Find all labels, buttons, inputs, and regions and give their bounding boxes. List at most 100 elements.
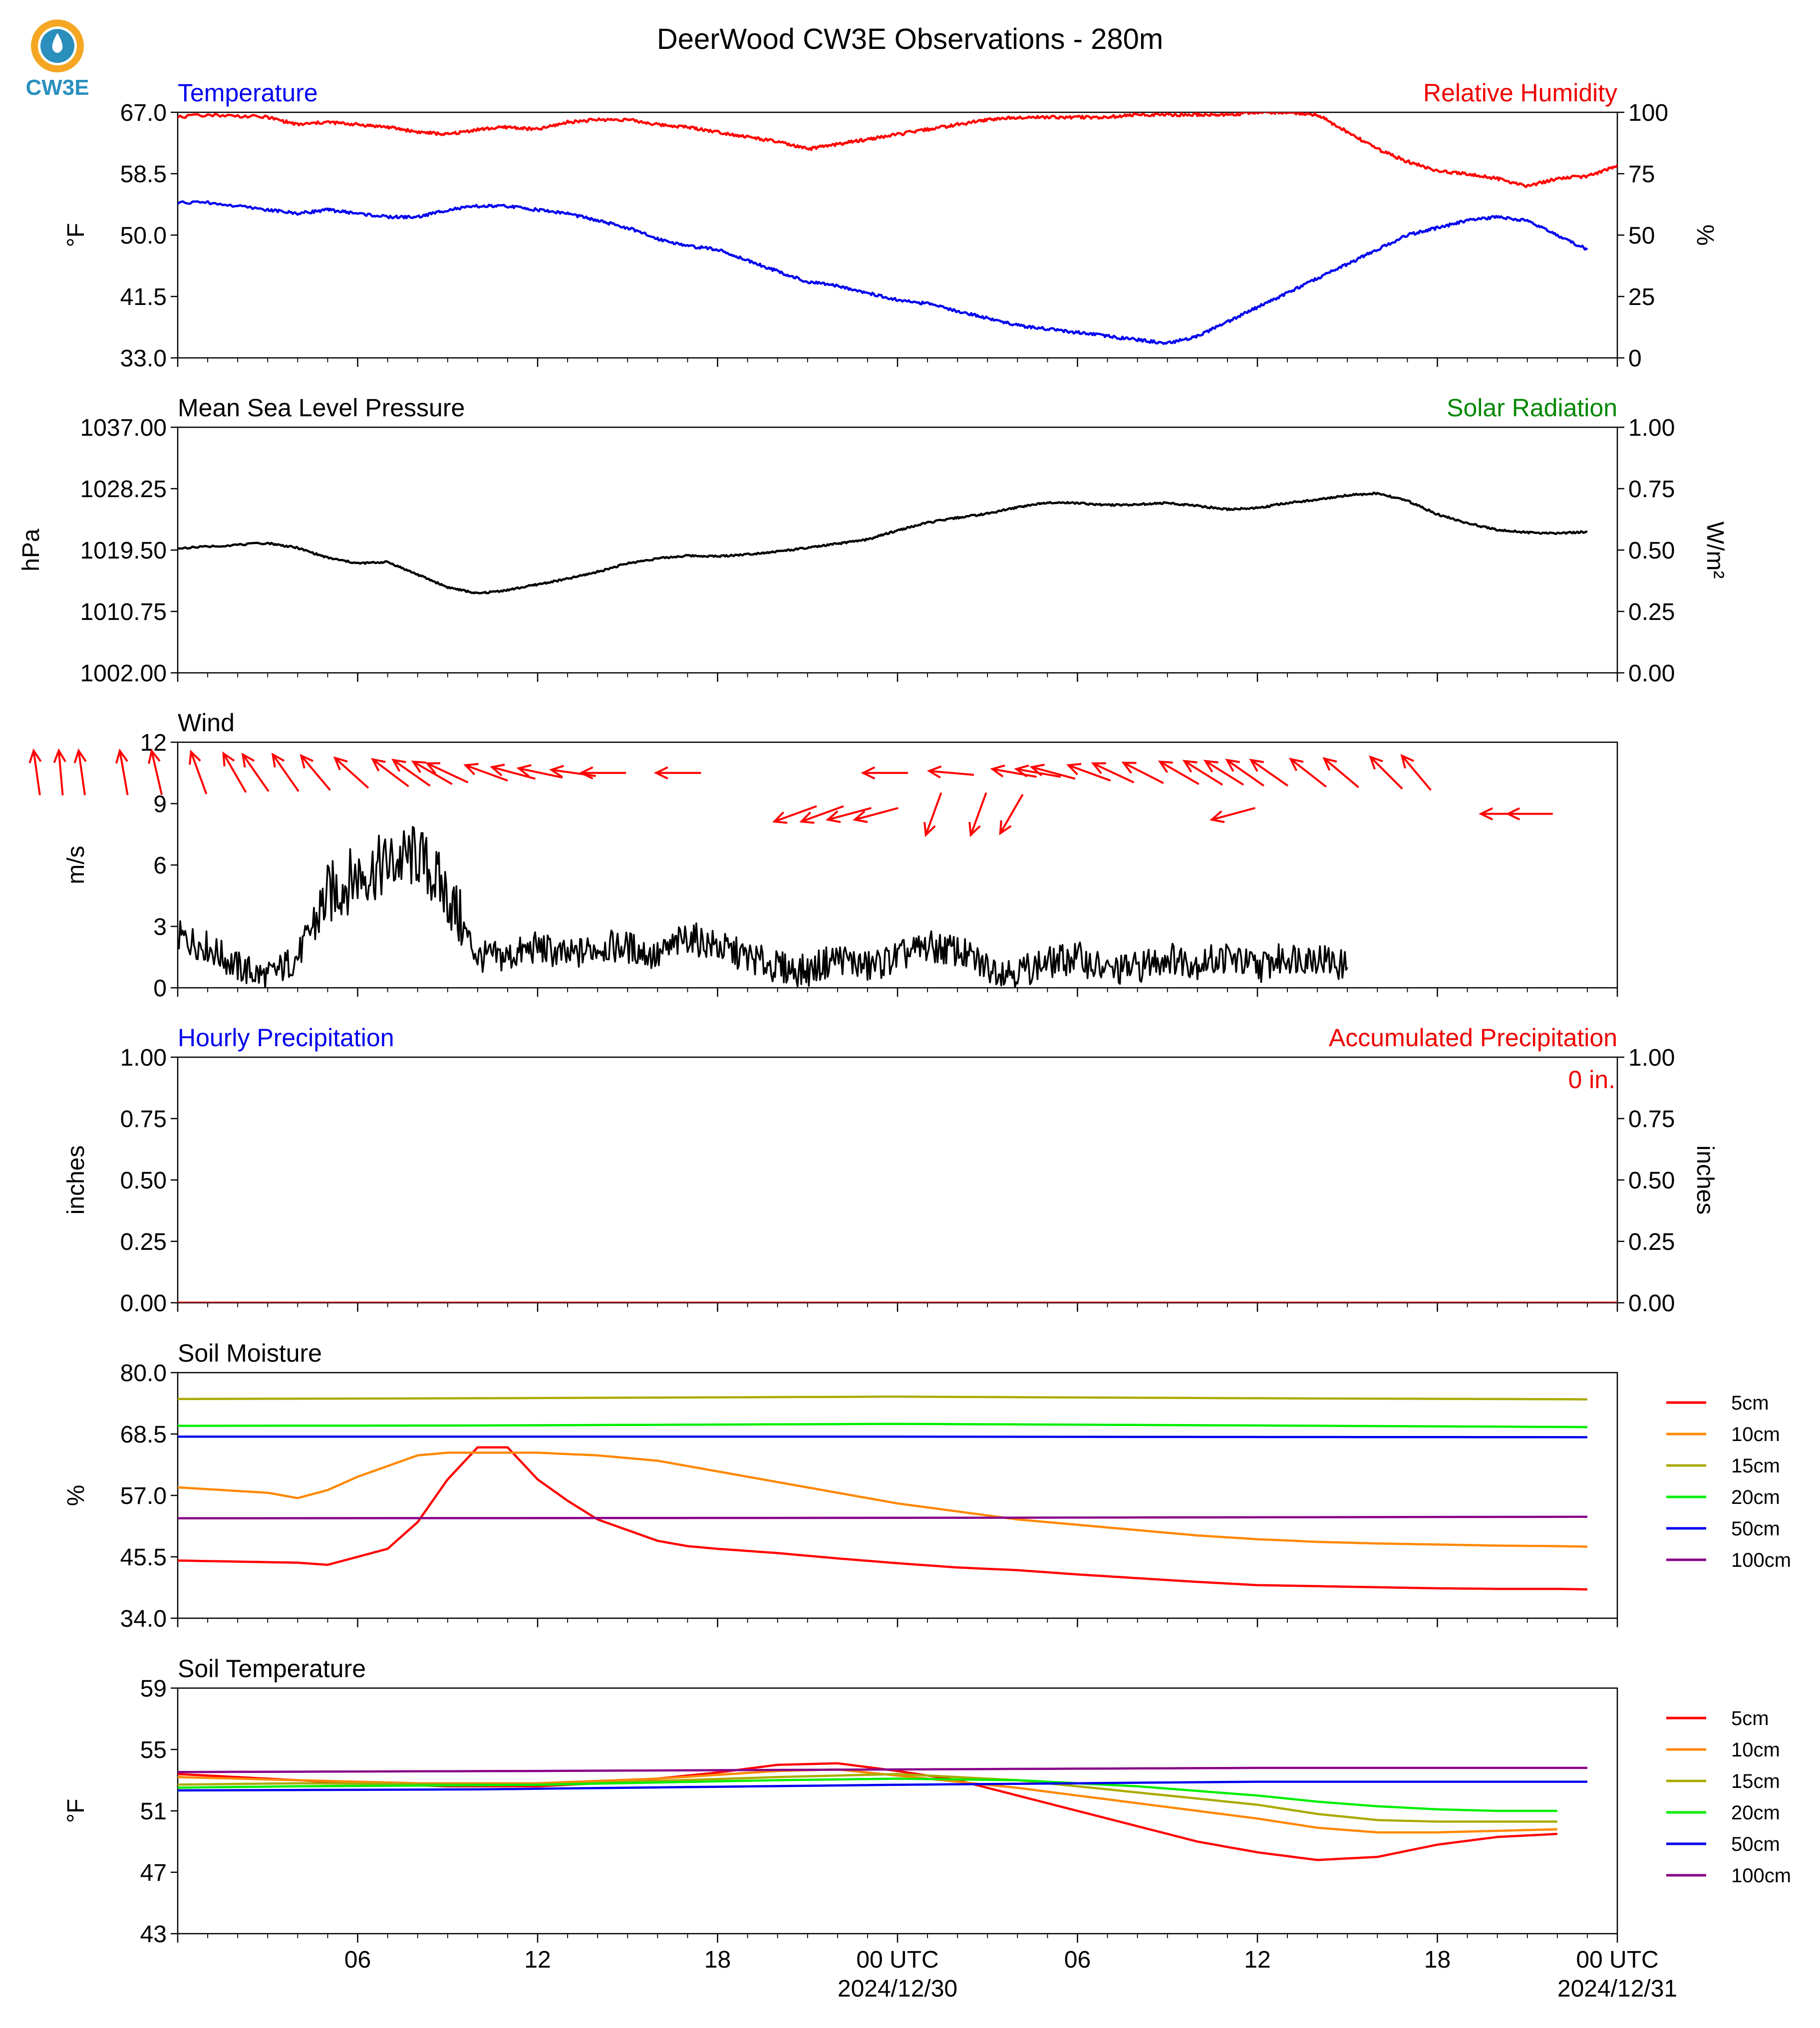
y-tick-label-right: 0.25 [1628,599,1675,625]
legend-label: 20cm [1731,1802,1780,1824]
wind-arrow-head [1091,762,1106,774]
wind-arrow-head [926,765,942,779]
wind-arrow-shaft [992,768,1037,778]
wind-arrow-head [1203,760,1218,773]
wind-arrow [1029,764,1076,780]
panels: Temperature Relative Humidity 33.0 41.5 50.0… [18,79,1791,2002]
wind-arrow [799,805,844,824]
y-tick-label: 43 [140,1921,167,1948]
panel-temp: Temperature Relative Humidity 33.0 41.5 50.0… [63,79,1718,372]
wind-arrows [28,748,1553,838]
wind-arrow [300,754,331,791]
wind-arrow [1182,760,1223,786]
wind-arrow-head [1506,807,1520,821]
wind-arrow [1158,760,1200,785]
y-tick-label: 80.0 [120,1360,167,1387]
y-tick-label-right: 0.50 [1628,538,1675,564]
wind-arrow-shaft [465,764,508,782]
y-tick-label: 0 [153,975,167,1002]
legend-label: 100cm [1731,1549,1791,1571]
legend-label: 10cm [1731,1739,1780,1761]
wind-arrow-head [463,763,479,776]
y-tick-label: 68.5 [120,1422,167,1448]
series-line-100cm [178,1766,1587,1773]
wind-arrow-shaft [1370,756,1403,790]
wind-arrow [463,763,508,782]
wind-arrow-head [1249,759,1264,772]
y-axis-label-right: W/m² [1702,522,1728,579]
wind-arrow-shaft [372,758,409,788]
wind-arrow-head [1066,763,1082,776]
y-axis-label: m/s [63,846,89,884]
wind-arrow-shaft [1159,761,1200,785]
series-group [178,112,1617,345]
wind-arrow [1091,762,1135,784]
wind-arrow [271,752,300,792]
plot-frame [177,111,1618,359]
wind-arrow [1369,755,1403,790]
wind-arrow [579,766,626,780]
y-axis-label: °F [63,1799,89,1823]
legend-label: 10cm [1731,1424,1780,1446]
wind-arrow [1506,807,1553,821]
wind-arrow [653,766,701,780]
y-tick-label: 1019.50 [80,538,167,564]
wind-arrow-shaft [774,805,817,823]
y-tick-label: 45.5 [120,1544,167,1571]
y-tick-label: 3 [153,914,167,940]
wind-arrow-shaft [242,754,270,792]
x-tick-label: 00 UTC [856,1947,938,1973]
y-axis-label-right: inches [1692,1146,1718,1215]
wind-arrow [968,792,987,838]
y-tick-label: 1.00 [120,1045,167,1071]
wind-arrow [1400,754,1432,791]
legend-label: 50cm [1731,1518,1780,1540]
x-date-label: 2024/12/31 [1557,1976,1677,2002]
x-tick-label: 06 [1064,1947,1091,1973]
logo-drop-icon [52,33,63,53]
wind-arrow [370,758,409,788]
wind-arrow-shaft [801,805,844,823]
legend-label: 5cm [1731,1708,1769,1730]
wind-arrow-head [391,759,406,772]
wind-arrow-shaft [150,751,163,795]
series-line [178,826,1348,988]
wind-arrow-head [53,748,66,763]
y-tick-label-right: 1.00 [1628,1045,1675,1071]
legend-label: 20cm [1731,1486,1780,1508]
legend-label: 15cm [1731,1455,1780,1477]
wind-arrow [1203,760,1244,786]
series-line-5cm [178,1446,1587,1591]
wind-arrow-head [411,760,426,773]
y-tick-label-right: 0.75 [1628,1106,1675,1133]
y-axis-label: °F [63,223,89,248]
panel-title-left: Soil Moisture [178,1339,322,1367]
y-tick-label-right: 0.00 [1628,660,1675,687]
y-tick-label: 67.0 [120,100,167,126]
series-line-50cm [178,1780,1587,1792]
wind-arrow-head [825,810,841,823]
series-line [178,491,1588,594]
wind-arrow-head [241,752,255,768]
wind-arrow-head [425,762,440,774]
figure-title: DeerWood CW3E Observations - 280m [657,23,1163,55]
wind-arrow-shaft [427,762,469,784]
wind-arrow-head [1400,754,1415,769]
wind-arrow-head [1182,760,1198,773]
y-tick-label: 0.00 [120,1290,167,1317]
wind-arrow-head [1210,810,1225,823]
plot-frame [177,1056,1618,1304]
wind-arrow-shaft [1205,760,1244,786]
wind-arrow-shaft [551,769,596,777]
y-tick-label-right: 75 [1628,161,1655,188]
accumulated-total: 0 in. [1568,1066,1615,1094]
y-tick-label-right: 100 [1628,100,1668,126]
y-tick-label: 41.5 [120,284,167,310]
wind-arrow-shaft [300,755,331,791]
x-tick-label: 12 [1244,1947,1270,1973]
wind-arrow-head [772,811,788,824]
wind-arrow-shaft [1226,759,1264,787]
y-tick-label: 1037.00 [80,415,167,441]
legend-label: 5cm [1731,1392,1769,1414]
wind-arrow-head [1121,761,1137,774]
